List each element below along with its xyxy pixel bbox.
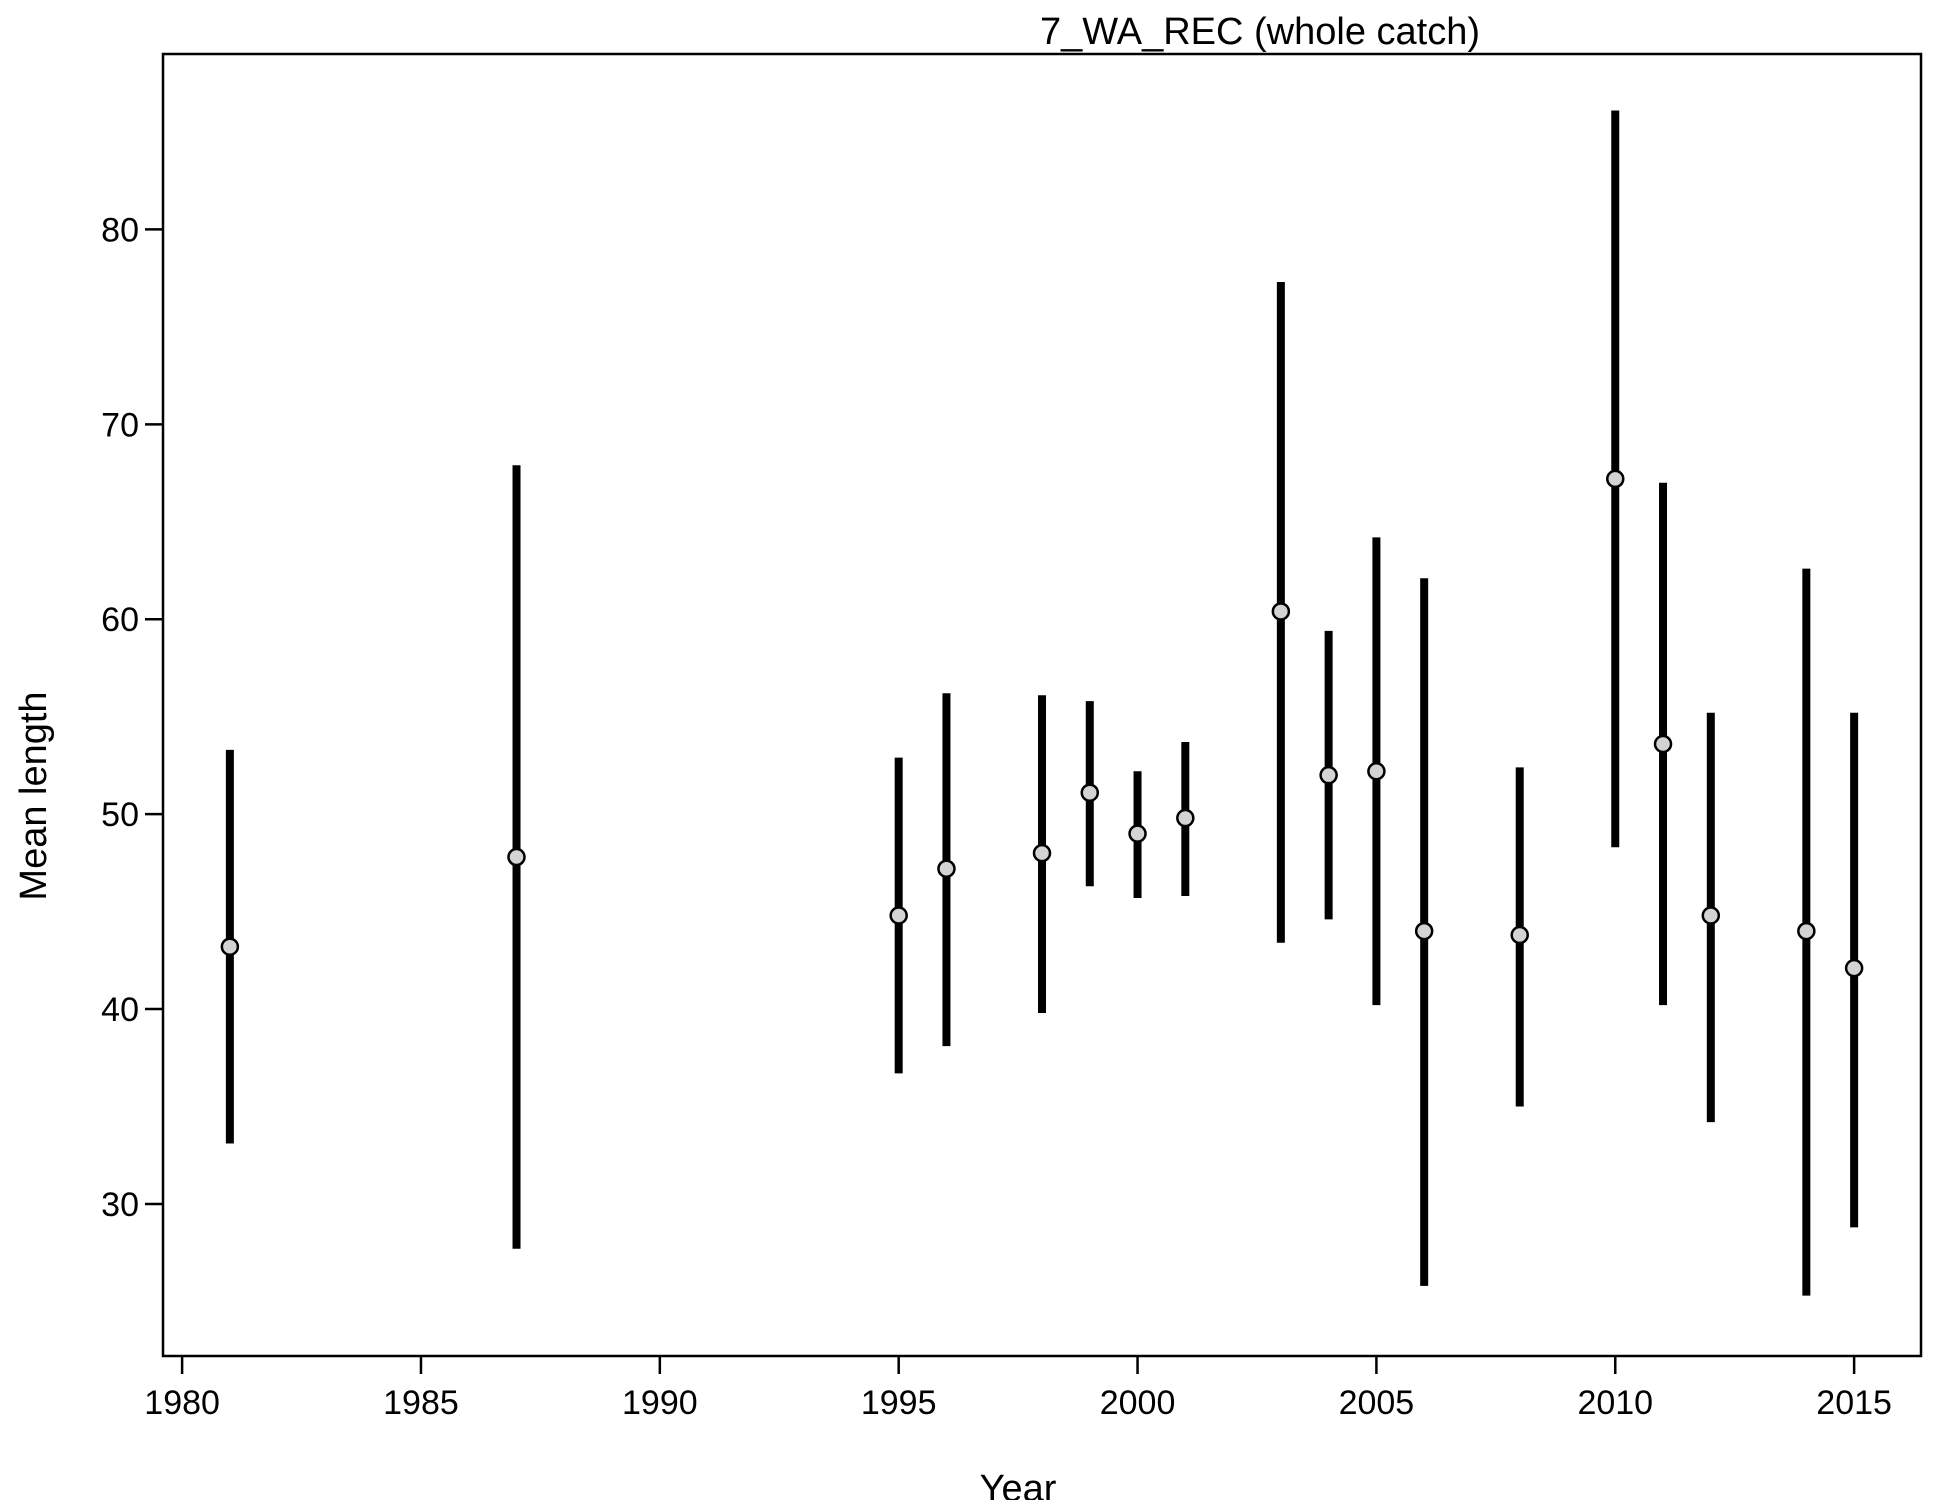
mean-point-1998: [1032, 843, 1052, 863]
mean-point-2004: [1319, 765, 1338, 785]
x-tick-label-2010: 2010: [1577, 1384, 1653, 1422]
mean-point-2006: [1414, 921, 1434, 941]
mean-point-1996: [937, 859, 956, 878]
y-tick-label-50: 50: [101, 796, 139, 834]
mean-point-2010: [1606, 469, 1625, 489]
mean-point-2008: [1510, 925, 1529, 945]
y-tick-label-70: 70: [101, 406, 139, 444]
mean-point-1999: [1080, 783, 1100, 802]
mean-point-1987: [507, 847, 526, 867]
y-axis-title: Mean length: [13, 691, 55, 900]
mean-point-2012: [1701, 906, 1721, 925]
mean-point-2015: [1844, 958, 1864, 978]
y-tick-label-30: 30: [101, 1186, 139, 1224]
plot-frame: [161, 52, 1923, 1358]
x-tick-label-2000: 2000: [1100, 1384, 1176, 1422]
mean-point-1995: [889, 906, 908, 925]
y-axis: 30 40 50 60 70 80: [101, 211, 163, 1224]
y-tick-label-60: 60: [101, 601, 139, 639]
x-axis: 1980 1985 1990 1995 2000 2005 2010 2015: [144, 1356, 1892, 1422]
y-tick-label-40: 40: [101, 991, 139, 1029]
x-tick-label-2005: 2005: [1339, 1384, 1415, 1422]
mean-point-2003: [1271, 602, 1291, 621]
x-tick-label-2015: 2015: [1816, 1384, 1892, 1422]
mean-point-2000: [1128, 824, 1147, 843]
chart-title: 7_WA_REC (whole catch): [1040, 11, 1480, 53]
mean-point-2005: [1367, 762, 1386, 781]
x-tick-label-1995: 1995: [861, 1384, 937, 1422]
x-tick-label-1980: 1980: [144, 1384, 220, 1422]
x-tick-label-1985: 1985: [383, 1384, 459, 1422]
y-tick-label-80: 80: [101, 211, 139, 249]
x-axis-title: Year: [980, 1468, 1057, 1500]
mean-point-2011: [1653, 734, 1673, 754]
mean-point-1981: [220, 937, 240, 956]
mean-point-2014: [1797, 921, 1816, 941]
mean-point-2001: [1176, 808, 1195, 828]
mean-points: [220, 469, 1864, 978]
x-tick-label-1990: 1990: [622, 1384, 698, 1422]
interval-bars: [225, 110, 1859, 1296]
